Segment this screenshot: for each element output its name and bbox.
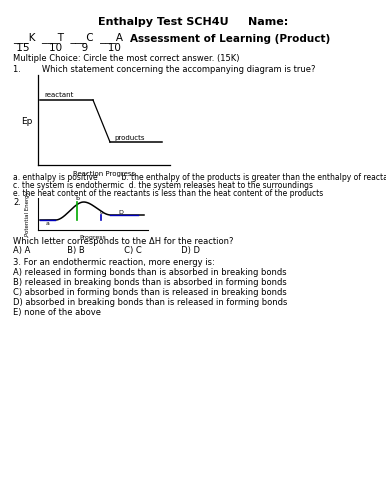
Text: D: D — [119, 210, 124, 214]
Text: products: products — [114, 135, 144, 141]
Text: 2.: 2. — [13, 198, 21, 207]
Text: c: c — [99, 210, 103, 214]
Text: a. enthalpy is positive          b. the enthalpy of the products is greater than: a. enthalpy is positive b. the enthalpy … — [13, 173, 386, 182]
Text: B) released in breaking bonds than is absorbed in forming bonds: B) released in breaking bonds than is ab… — [13, 278, 287, 287]
Text: c. the system is endothermic  d. the system releases heat to the surroundings: c. the system is endothermic d. the syst… — [13, 181, 313, 190]
Text: Assessment of Learning (Product): Assessment of Learning (Product) — [130, 34, 330, 44]
Text: A) released in forming bonds than is absorbed in breaking bonds: A) released in forming bonds than is abs… — [13, 268, 287, 277]
Text: ___K  ___T  ___C  ___A: ___K ___T ___C ___A — [13, 32, 123, 43]
Text: 3. For an endothermic reaction, more energy is:: 3. For an endothermic reaction, more ene… — [13, 258, 215, 267]
Text: e. the heat content of the reactants is less than the heat content of the produc: e. the heat content of the reactants is … — [13, 189, 323, 198]
Text: Potential Energy: Potential Energy — [25, 192, 30, 236]
Text: Progress: Progress — [80, 235, 107, 240]
Text: reactant: reactant — [44, 92, 73, 98]
Text: 15      10      9      10: 15 10 9 10 — [13, 43, 121, 53]
Text: E) none of the above: E) none of the above — [13, 308, 101, 317]
Text: Ep: Ep — [22, 116, 33, 126]
Text: Multiple Choice: Circle the most correct answer. (15K): Multiple Choice: Circle the most correct… — [13, 54, 239, 63]
Text: Enthalpy Test SCH4U     Name:: Enthalpy Test SCH4U Name: — [98, 17, 288, 27]
Text: D) absorbed in breaking bonds than is released in forming bonds: D) absorbed in breaking bonds than is re… — [13, 298, 287, 307]
Text: C) absorbed in forming bonds than is released in breaking bonds: C) absorbed in forming bonds than is rel… — [13, 288, 287, 297]
Text: Reaction Progress: Reaction Progress — [73, 171, 135, 177]
Text: a: a — [46, 221, 50, 226]
Text: Which letter corresponds to the ΔH for the reaction?: Which letter corresponds to the ΔH for t… — [13, 237, 234, 246]
Text: A) A              B) B               C) C               D) D: A) A B) B C) C D) D — [13, 246, 200, 255]
Text: b: b — [75, 196, 79, 202]
Text: 1.        Which statement concerning the accompanying diagram is true?: 1. Which statement concerning the accomp… — [13, 65, 315, 74]
